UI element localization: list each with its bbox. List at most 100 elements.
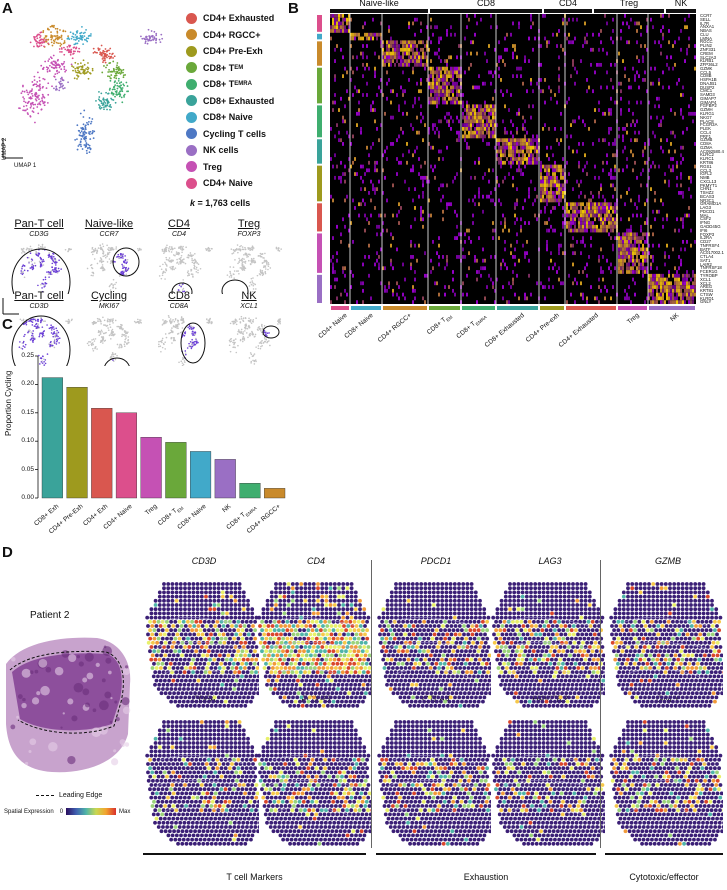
umap-point [56,63,59,66]
heatmap-cell [530,81,532,86]
heatmap-cell [608,213,610,218]
umap-point [153,36,156,39]
heatmap-cell [522,81,524,86]
heatmap-cell [452,179,454,184]
heatmap-cell [390,232,392,237]
small-umap-point [48,252,50,254]
heatmap-cell [636,258,638,263]
heatmap-cell [374,262,376,267]
heatmap-cell [610,202,612,207]
heatmap-cell [608,126,610,131]
heatmap-cell [442,93,444,97]
small-umap-point [43,358,45,360]
heatmap-cell [470,123,472,127]
heatmap-cell [546,187,548,192]
heatmap-cell [630,224,632,229]
heatmap-cell [474,126,476,131]
small-umap-point [136,321,138,324]
small-umap-point [238,272,240,275]
small-umap-point [116,343,119,346]
heatmap-cell [516,239,518,244]
heatmap-cell [456,236,458,240]
heatmap-cell [438,262,440,267]
heatmap-cell [446,258,448,263]
umap-point [56,27,59,30]
small-umap-point [255,346,257,348]
heatmap-cell [676,273,678,278]
heatmap-cell [490,134,492,139]
heatmap-cell [492,126,494,131]
heatmap-cell [446,255,448,259]
small-umap-point [23,276,26,279]
small-umap-point [167,249,170,252]
heatmap-cell [554,206,556,210]
heatmap-cell [368,32,370,37]
small-umap-point [251,261,254,263]
small-umap-point [228,339,231,342]
heatmap-cell [690,175,692,180]
highlight-ellipse [262,325,280,339]
umap-point [84,125,87,128]
heatmap-cell [634,21,636,26]
heatmap-cell [360,175,362,180]
heatmap-cell [482,175,484,180]
heatmap-cell [644,221,646,225]
heatmap-cell [634,74,636,79]
heatmap-cell [378,179,380,184]
heatmap-cell [668,40,670,45]
heatmap-cell [334,270,336,274]
umap-point [38,41,41,44]
heatmap-cell [634,243,636,248]
small-umap-point [126,343,128,345]
heatmap-cell [366,32,368,37]
heatmap-cell [566,36,568,41]
heatmap-cell [372,17,374,22]
heatmap-cell [414,243,416,248]
umap-point [37,89,40,92]
heatmap-cell [366,36,368,41]
umap-point [112,57,114,59]
umap-point [50,41,53,44]
small-umap-point [247,255,249,258]
heatmap-cell [334,59,336,63]
umap-point [110,74,113,76]
heatmap-cell [580,202,582,207]
heatmap-cell [558,187,560,192]
umap-point [144,40,147,43]
legend-dot-icon [186,161,197,172]
small-umap-point [234,319,237,321]
heatmap-cell [380,40,382,45]
heatmap-cell [654,191,656,195]
umap-point [50,57,53,60]
heatmap-cell [396,138,398,143]
heatmap-cell [350,36,352,41]
small-umap-point [165,264,168,266]
umap-point [46,68,49,71]
heatmap-cell [620,81,622,86]
heatmap-cell [554,228,556,233]
heatmap-cell [354,206,356,210]
heatmap-cell [600,221,602,225]
small-umap-point [94,247,97,250]
heatmap-cell [392,183,394,188]
small-umap-point [123,264,125,267]
heatmap-cell [332,25,334,30]
heatmap-cell [516,145,518,150]
heatmap-cell [468,17,470,22]
small-umap-point [60,268,62,270]
heatmap-cell [574,119,576,124]
umap-point [41,97,43,100]
heatmap-cell [576,179,578,184]
heatmap-cell [396,213,398,218]
heatmap-cell [442,255,444,259]
heatmap-cell [394,62,396,67]
heatmap-cell [510,160,512,165]
umap-point [93,130,96,133]
heatmap-cell [376,187,378,192]
small-umap-point [249,293,251,294]
heatmap-cell [692,111,694,116]
small-umap-point [193,326,195,329]
heatmap-cell [562,194,564,199]
small-umap-point [165,256,167,259]
small-umap-point [90,274,93,277]
